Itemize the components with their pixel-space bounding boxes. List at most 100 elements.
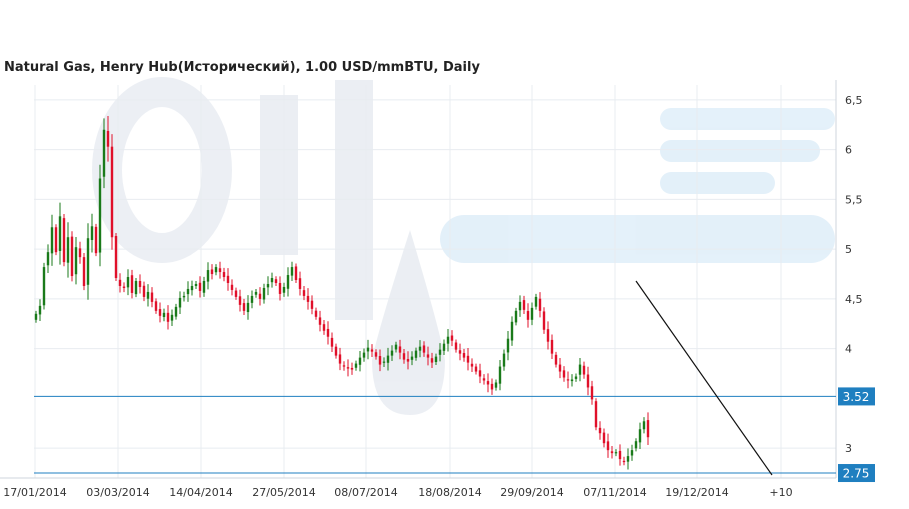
candle-body [34, 313, 38, 320]
level-label: 2.75 [843, 467, 870, 481]
y-tick-label: 5,5 [845, 193, 863, 206]
candle-body [190, 285, 194, 291]
candle-body [118, 279, 122, 286]
candle-body [478, 370, 482, 377]
candle-body [62, 218, 66, 263]
oilstat-watermark [92, 77, 835, 415]
candle-body [42, 267, 46, 306]
x-tick-label: +10 [769, 486, 792, 499]
watermark-letter-o [92, 77, 232, 263]
candle-body [134, 281, 138, 295]
candle-body [230, 284, 234, 290]
candle-body [278, 282, 282, 294]
candle-body [94, 226, 98, 254]
candle-body [418, 346, 422, 351]
candle-body [166, 312, 170, 322]
candle-body [614, 452, 618, 454]
candle-body [366, 347, 370, 352]
candle-body [86, 238, 90, 285]
y-tick-label: 5 [845, 243, 852, 256]
candle-body [218, 268, 222, 273]
watermark-bar-3 [660, 172, 775, 194]
candle-body [466, 355, 470, 363]
candle-body [558, 364, 562, 372]
grid [0, 80, 837, 479]
y-tick-label: 6 [845, 144, 852, 157]
candle-body [46, 252, 50, 266]
candle-body [462, 353, 466, 358]
y-tick-label: 6,5 [845, 94, 863, 107]
candle-body [450, 335, 454, 341]
candle-body [426, 354, 430, 358]
candle-body [350, 367, 354, 370]
candle-body [606, 441, 610, 451]
candle-body [526, 311, 530, 320]
candle-body [522, 300, 526, 310]
candle-body [534, 296, 538, 307]
candle-body [66, 237, 70, 263]
candle-body [434, 356, 438, 362]
candle-body [538, 298, 542, 311]
candle-body [358, 357, 362, 365]
candle-body [602, 432, 606, 444]
candle-body [174, 306, 178, 317]
y-tick-label: 4 [845, 343, 852, 356]
watermark-drop [372, 230, 445, 415]
candle-body [494, 382, 498, 388]
candle-body [138, 281, 142, 287]
candle-body [554, 354, 558, 365]
candle-body [514, 310, 518, 323]
trendline [635, 280, 773, 476]
chart-title: Natural Gas, Henry Hub(Исторический), 1.… [4, 60, 480, 75]
candle-body [422, 345, 426, 353]
candle-body [334, 346, 338, 356]
candle-body [566, 379, 570, 381]
candle-body [330, 337, 334, 347]
candle-body [226, 275, 230, 283]
candle-body [386, 355, 390, 363]
watermark-bar-1 [660, 108, 835, 130]
candle-body [150, 292, 154, 302]
candle-body [446, 336, 450, 344]
candle-body [306, 295, 310, 302]
candle-body [194, 283, 198, 286]
candle-body [310, 300, 314, 309]
level-label: 3.52 [843, 390, 870, 404]
x-tick-label: 14/04/2014 [169, 486, 232, 499]
candle-body [242, 303, 246, 311]
candle-body [326, 328, 330, 337]
candle-body [302, 290, 306, 296]
candle-body [338, 354, 342, 364]
level-label-box [838, 387, 875, 406]
candle-body [74, 247, 78, 275]
candle-body [570, 379, 574, 382]
candle-body [430, 358, 434, 363]
candle-body [98, 178, 102, 253]
candle-body [618, 450, 622, 460]
candle-body [470, 363, 474, 367]
candle-body [50, 227, 54, 254]
candle-body [518, 301, 522, 311]
candle-body [274, 279, 278, 283]
x-tick-label: 19/12/2014 [665, 486, 728, 499]
candle-body [474, 366, 478, 372]
candle-body [82, 257, 86, 286]
candle-body [586, 374, 590, 388]
candle-body [582, 365, 586, 375]
candle-body [610, 451, 614, 454]
x-tick-label: 17/01/2014 [3, 486, 66, 499]
candle-body [354, 363, 358, 368]
x-tick-label: 29/09/2014 [500, 486, 563, 499]
candle-body [162, 312, 166, 318]
candle-body [290, 267, 294, 276]
x-tick-label: 27/05/2014 [252, 486, 315, 499]
candle-body [110, 146, 114, 238]
candle-body [394, 344, 398, 350]
candle-body [282, 286, 286, 293]
candle-body [222, 272, 226, 278]
candle-body [374, 352, 378, 357]
candle-body [170, 314, 174, 321]
candle-body [214, 267, 218, 273]
candle-body [38, 305, 42, 315]
candle-body [130, 275, 134, 293]
